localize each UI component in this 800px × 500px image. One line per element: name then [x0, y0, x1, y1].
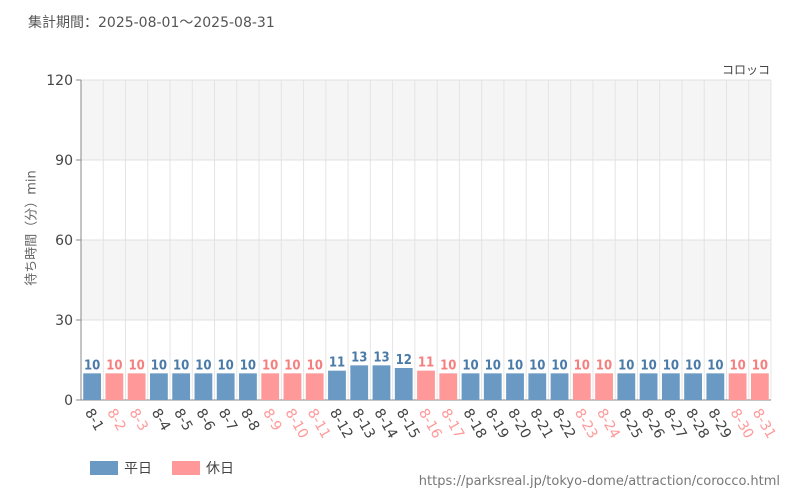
bar — [350, 365, 369, 400]
bar — [684, 373, 702, 400]
bar — [394, 368, 413, 400]
data-label: 10 — [151, 358, 167, 373]
plot-band — [81, 80, 771, 160]
bar — [417, 370, 435, 400]
data-label: 10 — [462, 358, 478, 373]
x-tick-label: 8-31 — [749, 406, 779, 442]
bar — [127, 373, 146, 400]
data-label: 10 — [618, 358, 634, 373]
bar — [617, 373, 636, 400]
data-label: 10 — [507, 358, 523, 373]
legend-swatch-holiday — [172, 461, 200, 475]
x-tick-label: 8-3 — [126, 406, 151, 434]
y-tick-label: 0 — [64, 393, 73, 409]
source-url: https://parksreal.jp/tokyo-dome/attracti… — [418, 474, 780, 489]
legend-item-holiday: 休日 — [172, 458, 234, 478]
x-tick-label: 8-7 — [215, 406, 240, 434]
data-label: 10 — [663, 358, 679, 373]
bar — [83, 373, 102, 400]
x-tick-label: 8-9 — [259, 406, 284, 434]
data-label: 10 — [240, 358, 256, 373]
data-label: 10 — [218, 358, 234, 373]
bar — [283, 373, 302, 400]
data-label: 13 — [351, 350, 367, 365]
bar — [372, 365, 391, 400]
data-label: 10 — [485, 358, 501, 373]
bar — [728, 373, 747, 400]
data-label: 10 — [574, 358, 590, 373]
bar — [506, 373, 524, 400]
bar — [172, 373, 191, 400]
data-label: 10 — [284, 358, 300, 373]
legend-item-weekday: 平日 — [90, 458, 152, 478]
x-tick-label: 8-4 — [148, 406, 173, 434]
data-label: 10 — [729, 358, 745, 373]
data-label: 10 — [173, 358, 189, 373]
data-label: 10 — [551, 358, 567, 373]
bar — [661, 373, 680, 400]
bar — [239, 373, 257, 400]
data-label: 10 — [707, 358, 723, 373]
x-tick-label: 8-5 — [170, 406, 195, 434]
data-label: 10 — [106, 358, 122, 373]
legend-label-holiday: 休日 — [206, 461, 234, 477]
x-tick-label: 8-8 — [237, 406, 262, 434]
attraction-name: コロッコ — [721, 63, 770, 77]
bar — [550, 373, 569, 400]
legend-label-weekday: 平日 — [124, 461, 152, 477]
y-tick-label: 90 — [55, 153, 73, 169]
plot-band — [81, 160, 771, 240]
bar — [261, 373, 280, 400]
data-label: 11 — [418, 356, 434, 371]
data-label: 10 — [685, 358, 701, 373]
y-tick-label: 60 — [55, 233, 73, 249]
bar — [105, 373, 124, 400]
bar — [328, 370, 346, 400]
data-label: 11 — [329, 356, 345, 371]
data-label: 10 — [596, 358, 612, 373]
x-tick-label: 8-1 — [81, 406, 106, 434]
y-tick-label: 30 — [55, 313, 73, 329]
data-label: 10 — [262, 358, 278, 373]
x-tick-label: 8-6 — [192, 406, 217, 434]
legend-swatch-weekday — [90, 461, 118, 475]
data-label: 10 — [752, 358, 768, 373]
legend: 平日 休日 — [90, 458, 234, 478]
bar — [150, 373, 168, 400]
period-label: 集計期間：2025-08-01～2025-08-31 — [28, 15, 275, 31]
data-label: 10 — [84, 358, 100, 373]
bar — [639, 373, 658, 400]
x-tick-label: 8-2 — [103, 406, 128, 434]
data-label: 12 — [396, 353, 412, 368]
bar — [572, 373, 591, 400]
bar — [706, 373, 725, 400]
y-tick-label: 120 — [46, 73, 73, 89]
data-label: 13 — [373, 350, 389, 365]
bar — [305, 373, 324, 400]
bar — [439, 373, 458, 400]
bar — [750, 373, 769, 400]
bar — [528, 373, 547, 400]
data-label: 10 — [440, 358, 456, 373]
bar — [194, 373, 213, 400]
plot-band — [81, 240, 771, 320]
data-label: 10 — [195, 358, 211, 373]
bar — [461, 373, 480, 400]
data-label: 10 — [129, 358, 145, 373]
data-label: 10 — [307, 358, 323, 373]
data-label: 10 — [529, 358, 545, 373]
bar — [216, 373, 235, 400]
bar — [483, 373, 502, 400]
bar — [595, 373, 613, 400]
data-label: 10 — [640, 358, 656, 373]
